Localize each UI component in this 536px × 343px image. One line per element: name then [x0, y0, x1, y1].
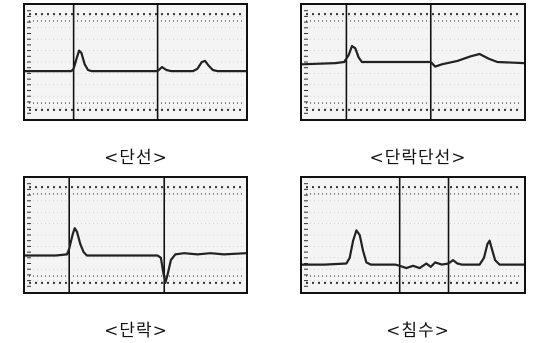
waveform-trace [302, 229, 524, 270]
oscilloscope-screen [300, 176, 526, 294]
waveform-plot [302, 178, 524, 292]
caption-open-circuit: <단선> [104, 148, 168, 168]
caption-flooding: <침수> [386, 321, 450, 341]
caption-short-circuit: <단락> [104, 321, 168, 341]
oscilloscope-screen [300, 3, 526, 121]
waveform-trace [302, 44, 524, 68]
oscilloscope-screen [23, 176, 248, 294]
waveform-plot [25, 5, 246, 119]
caption-short-and-open: <단락단선> [369, 148, 467, 168]
waveform-trace [25, 49, 246, 73]
waveform-trace [25, 227, 246, 284]
waveform-plot [25, 178, 246, 292]
oscilloscope-screen [23, 3, 248, 121]
waveform-plot [302, 5, 524, 119]
